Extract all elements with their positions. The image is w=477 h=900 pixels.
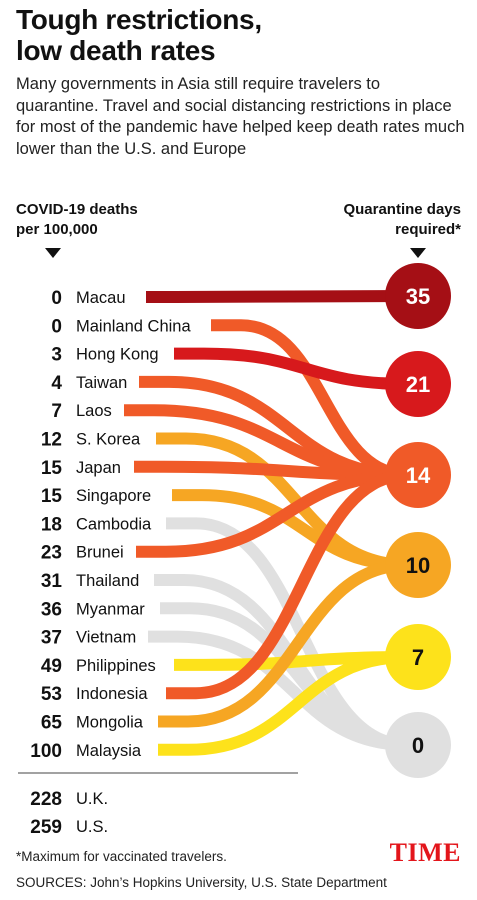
quarantine-arrow-icon [410,248,426,258]
country-label-singapore: Singapore [76,487,151,505]
country-label-macau: Macau [76,289,126,307]
sources: SOURCES: John’s Hopkins University, U.S.… [16,875,387,890]
quarantine-axis-label-line-2: required* [395,221,461,238]
country-label-malaysia: Malaysia [76,742,142,760]
deaths-value-philippines: 49 [41,656,62,677]
quarantine-node-35: 35 [385,263,451,329]
comparison-rows: 228 U.K. 259 U.S. [30,789,108,838]
quarantine-node-7: 7 [385,624,451,690]
deaths-value-myanmar: 36 [41,599,62,620]
quarantine-circle-35 [385,263,451,329]
flow-macau [146,290,409,303]
deaths-value-indonesia: 53 [41,684,62,705]
quarantine-circles: 35 21 14 10 7 0 [385,263,451,778]
country-label-philippines: Philippines [76,657,156,675]
deaths-value-mongolia: 65 [41,713,63,734]
deaths-value-hong-kong: 3 [51,345,62,366]
quarantine-value-7: 7 [412,645,424,670]
country-rows: 0 Macau 0 Mainland China 3 Hong Kong 4 Taiwan 7 L… [30,288,191,762]
country-label-mongolia: Mongolia [76,714,144,732]
country-label-indonesia: Indonesia [76,685,148,703]
deaths-value-laos: 7 [51,401,62,422]
deaths-value-vietnam: 37 [41,628,62,649]
country-label-mainland-china: Mainland China [76,317,191,335]
country-label-s-korea: S. Korea [76,431,141,449]
chart-title: Tough restrictions, low death rates [16,4,466,66]
quarantine-value-21: 21 [406,372,430,397]
quarantine-circle-0 [385,712,451,778]
flow-brunei [136,469,409,558]
quarantine-circle-7 [385,624,451,690]
quarantine-axis-label-line-1: Quarantine days [343,201,461,218]
deaths-value-macau: 0 [51,288,62,309]
chart-subtitle: Many governments in Asia still require t… [16,75,465,158]
flow-indonesia [166,469,409,700]
flow-mongolia [158,559,409,728]
flow-hong-kong [174,347,409,390]
deaths-value-taiwan: 4 [51,373,62,394]
country-label-u-s: U.S. [76,818,108,836]
quarantine-circle-21 [385,351,451,417]
deaths-value-mainland-china: 0 [51,316,62,337]
deaths-arrow-icon [45,248,61,258]
quarantine-value-0: 0 [412,733,424,758]
deaths-value-s-korea: 12 [41,430,62,451]
country-label-myanmar: Myanmar [76,600,145,618]
country-label-vietnam: Vietnam [76,629,136,647]
flow-vietnam [148,630,409,751]
deaths-value-japan: 15 [41,458,63,479]
country-label-brunei: Brunei [76,544,124,562]
title-line-1: Tough restrictions, [16,4,262,35]
deaths-value-singapore: 15 [41,486,63,507]
quarantine-circle-14 [385,442,451,508]
country-label-u-k: U.K. [76,790,108,808]
quarantine-node-10: 10 [385,532,451,598]
country-label-thailand: Thailand [76,572,139,590]
title-line-2: low death rates [16,35,216,66]
quarantine-value-10: 10 [406,553,430,578]
quarantine-circle-10 [385,532,451,598]
time-logo: TIME [389,838,461,867]
quarantine-node-0: 0 [385,712,451,778]
flow-malaysia [158,651,409,756]
flow-lines [124,290,409,756]
quarantine-value-35: 35 [406,284,430,309]
deaths-value-cambodia: 18 [41,514,62,535]
deaths-value-u-s: 259 [30,817,62,838]
country-label-taiwan: Taiwan [76,374,127,392]
deaths-value-thailand: 31 [41,571,63,592]
deaths-axis-label: COVID-19 deaths per 100,000 [16,200,196,240]
footnote: *Maximum for vaccinated travelers. [16,849,227,864]
country-label-japan: Japan [76,459,121,477]
country-label-cambodia: Cambodia [76,515,152,533]
deaths-value-malaysia: 100 [30,741,62,762]
quarantine-node-21: 21 [385,351,451,417]
quarantine-node-14: 14 [385,442,451,508]
quarantine-value-14: 14 [406,463,431,488]
flow-singapore [172,489,409,571]
deaths-axis-label-line-2: per 100,000 [16,221,98,238]
country-label-laos: Laos [76,402,112,420]
country-label-hong-kong: Hong Kong [76,346,159,364]
quarantine-axis-label: Quarantine days required* [271,200,461,240]
deaths-value-brunei: 23 [41,543,62,564]
deaths-value-u-k: 228 [30,789,62,810]
deaths-axis-label-line-1: COVID-19 deaths [16,201,138,218]
